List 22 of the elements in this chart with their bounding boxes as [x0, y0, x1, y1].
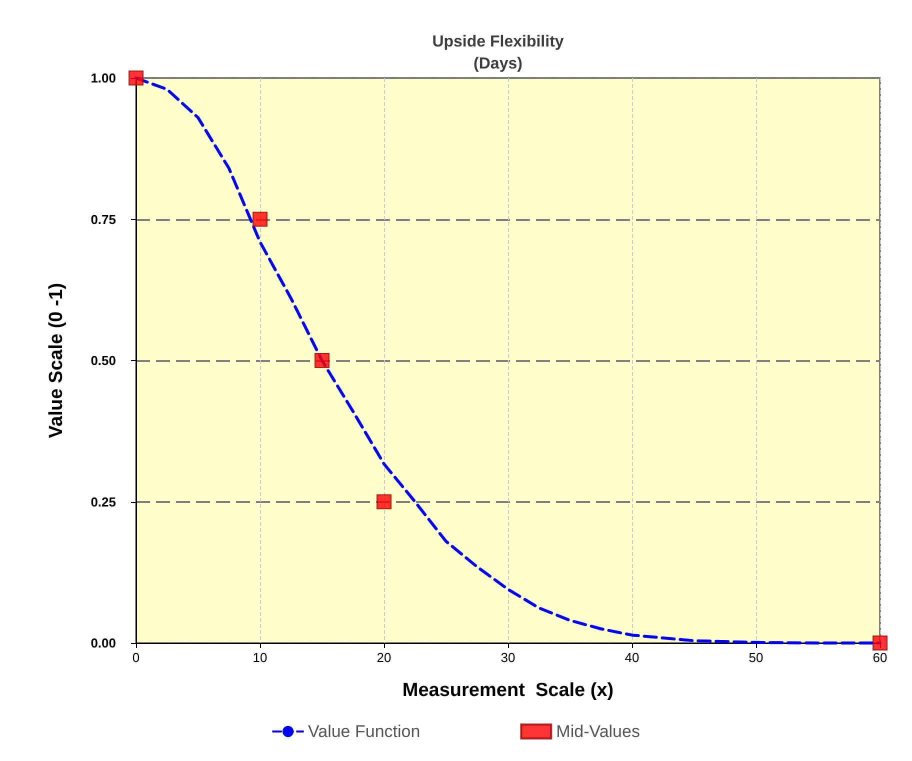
y-tick-label: 1.00	[90, 70, 116, 86]
chart-title: Upside Flexibility (Days)	[432, 34, 564, 72]
legend-label: Value Function	[308, 722, 420, 741]
x-axis-title: Measurement Scale (x)	[402, 680, 614, 701]
x-tick-label: 60	[872, 650, 888, 665]
y-tick-label: 0.50	[90, 353, 116, 368]
point	[314, 353, 330, 368]
x-tick-label: 0	[132, 650, 140, 665]
x-tick-label: 20	[376, 650, 392, 665]
point	[872, 636, 888, 650]
point	[376, 494, 392, 510]
y-tick-label: 0.25	[90, 494, 116, 510]
y-tick-label: 0.00	[90, 636, 116, 650]
x-tick-label: 30	[500, 650, 516, 665]
point	[252, 212, 268, 227]
y-tick-label: 0.75	[90, 212, 116, 227]
point	[128, 70, 144, 86]
y-axis-title: Value Scale (0 -1)	[46, 282, 67, 438]
x-tick-label: 40	[624, 650, 640, 665]
x-tick-label: 50	[748, 650, 764, 665]
legend-label: Mid-Values	[556, 722, 640, 741]
x-tick-label: 10	[252, 650, 268, 665]
